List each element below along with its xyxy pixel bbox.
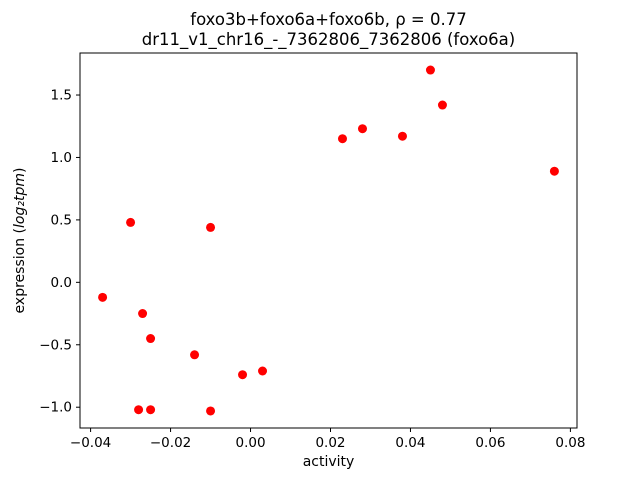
plot-area: −0.04 −0.02 0.00 0.02 0.04 0.06 0.08 −1.0 −0.5 0.… (39, 52, 585, 451)
data-point (126, 217, 136, 227)
y-axis-label-suffix: ) (12, 168, 28, 173)
y-tick-label: −0.5 (39, 337, 72, 353)
data-point (190, 350, 200, 360)
data-point (258, 366, 268, 376)
data-point (146, 334, 156, 344)
y-tick-label: −1.0 (39, 400, 72, 416)
y-axis-label: expression (log₂tpm) (12, 168, 28, 314)
y-tick-label: 1.0 (51, 150, 72, 166)
x-tick-label: 0.08 (555, 435, 585, 451)
y-axis-label-math: log₂tpm (12, 173, 28, 228)
y-tick-label: 1.5 (51, 88, 72, 104)
chart-title: foxo3b+foxo6a+foxo6b, ρ = 0.77 (190, 10, 466, 29)
x-axis-label: activity (303, 454, 355, 470)
chart-subtitle: dr11_v1_chr16_-_7362806_7362806 (foxo6a) (142, 30, 515, 50)
x-tick-label: −0.02 (150, 435, 191, 451)
data-point (238, 370, 248, 380)
data-point (337, 134, 347, 144)
data-point (437, 100, 447, 110)
x-tick-label: −0.04 (70, 435, 111, 451)
data-point (549, 166, 559, 176)
x-tick-label: 0.04 (395, 435, 425, 451)
y-tick-label: 0.0 (51, 275, 72, 291)
x-tick-label: 0.00 (236, 435, 266, 451)
x-tick-label: 0.06 (475, 435, 505, 451)
y-tick-label: 0.5 (51, 212, 72, 228)
data-point (357, 124, 367, 134)
data-point (138, 309, 148, 319)
data-point (425, 65, 435, 75)
data-point (146, 405, 156, 415)
axes-spines (79, 52, 578, 429)
data-point (134, 405, 144, 415)
data-point (397, 131, 407, 141)
data-point (98, 292, 108, 302)
y-axis-label-prefix: expression ( (12, 228, 28, 313)
x-tick-label: 0.02 (315, 435, 345, 451)
data-point (206, 222, 216, 232)
data-point (206, 406, 216, 416)
